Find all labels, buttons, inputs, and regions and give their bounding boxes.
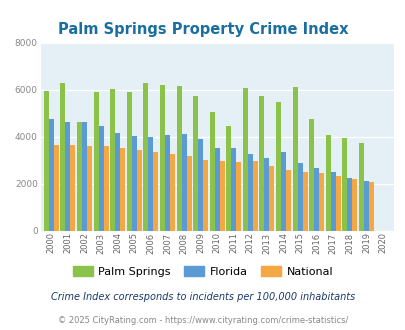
- Bar: [330, 172, 335, 231]
- Bar: [292, 87, 297, 231]
- Bar: [226, 126, 231, 231]
- Bar: [309, 118, 313, 231]
- Bar: [120, 148, 125, 231]
- Bar: [198, 139, 202, 231]
- Bar: [143, 83, 148, 231]
- Bar: [115, 133, 120, 231]
- Bar: [341, 138, 347, 231]
- Bar: [286, 170, 290, 231]
- Bar: [98, 126, 103, 231]
- Bar: [44, 91, 49, 231]
- Bar: [236, 162, 241, 231]
- Bar: [335, 176, 340, 231]
- Bar: [252, 161, 257, 231]
- Bar: [193, 96, 198, 231]
- Bar: [358, 143, 363, 231]
- Bar: [160, 85, 164, 231]
- Bar: [110, 89, 115, 231]
- Bar: [368, 182, 373, 231]
- Bar: [181, 134, 186, 231]
- Bar: [132, 136, 136, 231]
- Bar: [280, 151, 286, 231]
- Bar: [49, 118, 54, 231]
- Bar: [347, 178, 352, 231]
- Text: Palm Springs Property Crime Index: Palm Springs Property Crime Index: [58, 22, 347, 37]
- Bar: [275, 102, 280, 231]
- Bar: [87, 146, 92, 231]
- Bar: [318, 173, 323, 231]
- Bar: [186, 155, 191, 231]
- Bar: [170, 154, 175, 231]
- Bar: [70, 145, 75, 231]
- Bar: [77, 122, 82, 231]
- Bar: [65, 122, 70, 231]
- Bar: [103, 146, 108, 231]
- Bar: [247, 154, 252, 231]
- Bar: [363, 181, 368, 231]
- Bar: [313, 168, 318, 231]
- Bar: [259, 96, 264, 231]
- Bar: [302, 173, 307, 231]
- Bar: [297, 163, 302, 231]
- Bar: [126, 92, 132, 231]
- Bar: [231, 148, 236, 231]
- Bar: [352, 179, 356, 231]
- Bar: [164, 135, 170, 231]
- Text: Crime Index corresponds to incidents per 100,000 inhabitants: Crime Index corresponds to incidents per…: [51, 292, 354, 302]
- Bar: [214, 148, 219, 231]
- Bar: [60, 83, 65, 231]
- Bar: [269, 166, 274, 231]
- Bar: [242, 88, 247, 231]
- Text: © 2025 CityRating.com - https://www.cityrating.com/crime-statistics/: © 2025 CityRating.com - https://www.city…: [58, 315, 347, 325]
- Bar: [94, 92, 98, 231]
- Bar: [54, 146, 59, 231]
- Bar: [148, 137, 153, 231]
- Bar: [209, 112, 214, 231]
- Bar: [264, 158, 269, 231]
- Legend: Palm Springs, Florida, National: Palm Springs, Florida, National: [68, 261, 337, 281]
- Bar: [153, 152, 158, 231]
- Bar: [325, 135, 330, 231]
- Bar: [136, 150, 141, 231]
- Bar: [219, 161, 224, 231]
- Bar: [176, 86, 181, 231]
- Bar: [82, 122, 87, 231]
- Bar: [202, 159, 208, 231]
